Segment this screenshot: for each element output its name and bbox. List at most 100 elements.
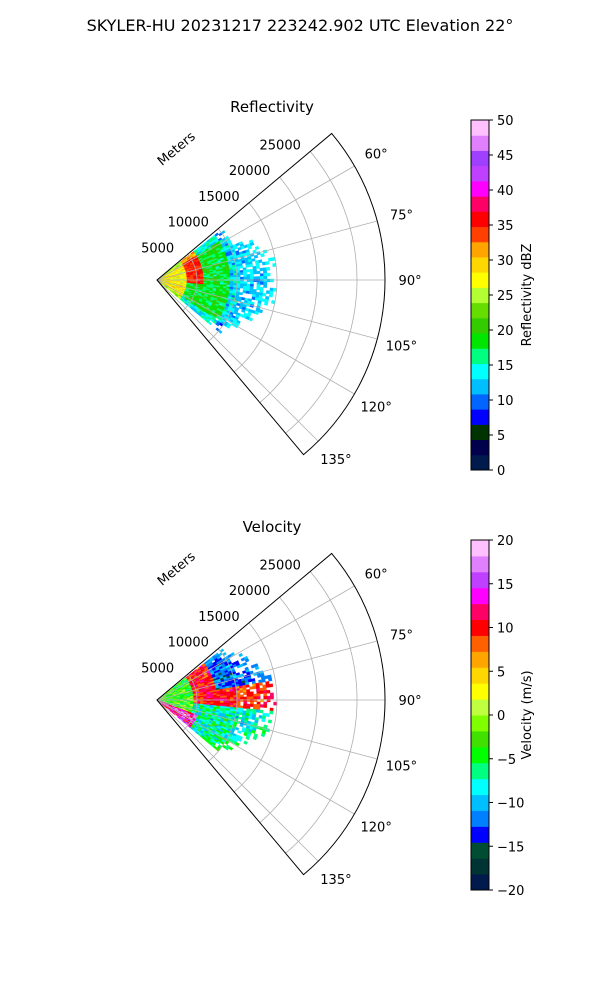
- vel-echo-cell: [253, 698, 258, 702]
- refl-echo-cell: [245, 264, 250, 268]
- refl-echo-cell: [253, 254, 259, 259]
- vel-echo-cell: [223, 697, 228, 700]
- vel-echo-cell: [256, 709, 261, 713]
- vel-colorbar-segment: [471, 778, 489, 796]
- vel-grid-spoke: [156, 699, 319, 862]
- refl-echo-cell: [243, 274, 248, 278]
- refl-echo-cell: [263, 301, 269, 306]
- refl-angle-tick-label: 90°: [399, 274, 422, 289]
- refl-echo-cell: [266, 266, 271, 271]
- refl-colorbar-tick-label: 20: [497, 324, 514, 339]
- vel-echo-cell: [245, 684, 250, 688]
- refl-radial-tick-label: 10000: [168, 216, 209, 231]
- refl-colorbar-segment: [471, 256, 489, 273]
- vel-echo-cell: [230, 697, 234, 700]
- vel-colorbar-segment: [471, 730, 489, 748]
- vel-echo-cell: [243, 740, 248, 745]
- refl-echo-cell: [262, 292, 267, 297]
- refl-echo-cell: [266, 272, 271, 277]
- vel-echo-cell: [239, 689, 244, 693]
- vel-echo-cell: [269, 710, 274, 715]
- vel-colorbar-tick-label: 15: [497, 578, 514, 593]
- vel-echo-cell: [253, 693, 258, 697]
- refl-colorbar-tick-label: 35: [497, 219, 514, 234]
- refl-echo-cell: [247, 245, 253, 250]
- vel-echo-cell: [263, 701, 268, 706]
- vel-echo-cell: [234, 726, 240, 731]
- refl-echo-cell: [239, 272, 244, 276]
- refl-echo-cell: [210, 277, 214, 280]
- vel-colorbar-segment: [471, 826, 489, 843]
- vel-echo-cell: [249, 691, 254, 695]
- refl-colorbar-segment: [471, 226, 489, 243]
- vel-colorbar-segment: [471, 587, 489, 605]
- refl-echo-cell: [216, 277, 221, 280]
- vel-echo-cell: [228, 746, 234, 751]
- refl-echo-cell: [249, 241, 255, 247]
- vel-echo-cell: [235, 741, 240, 747]
- vel-colorbar-segment: [471, 571, 489, 589]
- vel-angle-tick-label: 75°: [390, 628, 413, 643]
- refl-echo-cell: [248, 263, 253, 268]
- refl-colorbar-tick-label: 45: [497, 149, 514, 164]
- vel-echo-cell: [229, 695, 234, 698]
- refl-colorbar-segment: [471, 363, 489, 380]
- refl-title: Reflectivity: [230, 98, 314, 116]
- refl-colorbar-tick-label: 50: [497, 114, 514, 129]
- vel-echo-cell: [256, 693, 261, 697]
- refl-grid-spoke: [156, 279, 355, 395]
- refl-echo-cell: [260, 278, 264, 283]
- vel-echo-cell: [263, 693, 268, 697]
- vel-colorbar-segment: [471, 603, 489, 621]
- refl-echo-cell: [246, 278, 251, 282]
- vel-echo-cell: [243, 701, 248, 705]
- refl-echo-cell: [213, 277, 218, 280]
- refl-colorbar-tick-label: 30: [497, 254, 514, 269]
- refl-echo-cell: [268, 293, 274, 298]
- vel-colorbar-segment: [471, 874, 489, 891]
- vel-echo-cell: [236, 701, 241, 704]
- refl-echo-cell: [260, 253, 265, 258]
- vel-grid-spoke: [156, 699, 355, 815]
- refl-angle-tick-label: 135°: [320, 453, 351, 468]
- refl-colorbar-segment: [471, 454, 489, 471]
- vel-grid-ring: [259, 596, 318, 823]
- vel-colorbar-segment: [471, 683, 489, 700]
- vel-echo-cell: [243, 705, 247, 709]
- vel-echo-cell: [254, 665, 260, 671]
- refl-radial-tick-label: 20000: [229, 164, 270, 179]
- vel-colorbar-segment: [471, 651, 489, 668]
- vel-radial-tick-label: 25000: [260, 558, 301, 573]
- refl-colorbar-segment: [471, 302, 489, 319]
- refl-radial-tick-label: 25000: [260, 138, 301, 153]
- vel-colorbar-tick-label: −10: [497, 797, 524, 812]
- vel-echo-cell: [244, 658, 250, 663]
- refl-echo-cell: [246, 269, 251, 273]
- vel-angle-tick-label: 90°: [399, 694, 422, 709]
- vel-echo-cell: [266, 698, 271, 703]
- vel-echo-cell: [237, 737, 242, 742]
- vel-echo-cell: [238, 712, 243, 716]
- refl-echo-cell: [250, 278, 254, 282]
- refl-echo-cell: [253, 278, 258, 282]
- refl-echo-cell: [223, 277, 228, 280]
- refl-angle-tick-label: 105°: [386, 340, 417, 355]
- vel-angle-tick-label: 120°: [361, 821, 392, 836]
- vel-radial-tick-label: 15000: [198, 610, 239, 625]
- vel-angle-tick-label: 135°: [320, 873, 351, 888]
- vel-colorbar: −20 −15 −10 −5 0 5 10 15 20 Velocity (m/s): [470, 534, 535, 899]
- refl-echo-cell: [215, 322, 220, 327]
- refl-echo-cell: [259, 273, 264, 277]
- vel-echo-cell: [269, 692, 274, 697]
- refl-echo-cell: [269, 287, 274, 292]
- vel-echo-cell: [216, 697, 221, 700]
- refl-echo-cell: [246, 276, 251, 280]
- vel-echo-cell: [260, 698, 264, 703]
- vel-echo-cell: [259, 709, 264, 714]
- vel-echo-cell: [233, 694, 238, 698]
- refl-colorbar-segment: [471, 165, 489, 182]
- vel-colorbar-segment: [471, 810, 489, 827]
- vel-echo-cell: [256, 688, 261, 692]
- refl-echo-cell: [253, 276, 258, 280]
